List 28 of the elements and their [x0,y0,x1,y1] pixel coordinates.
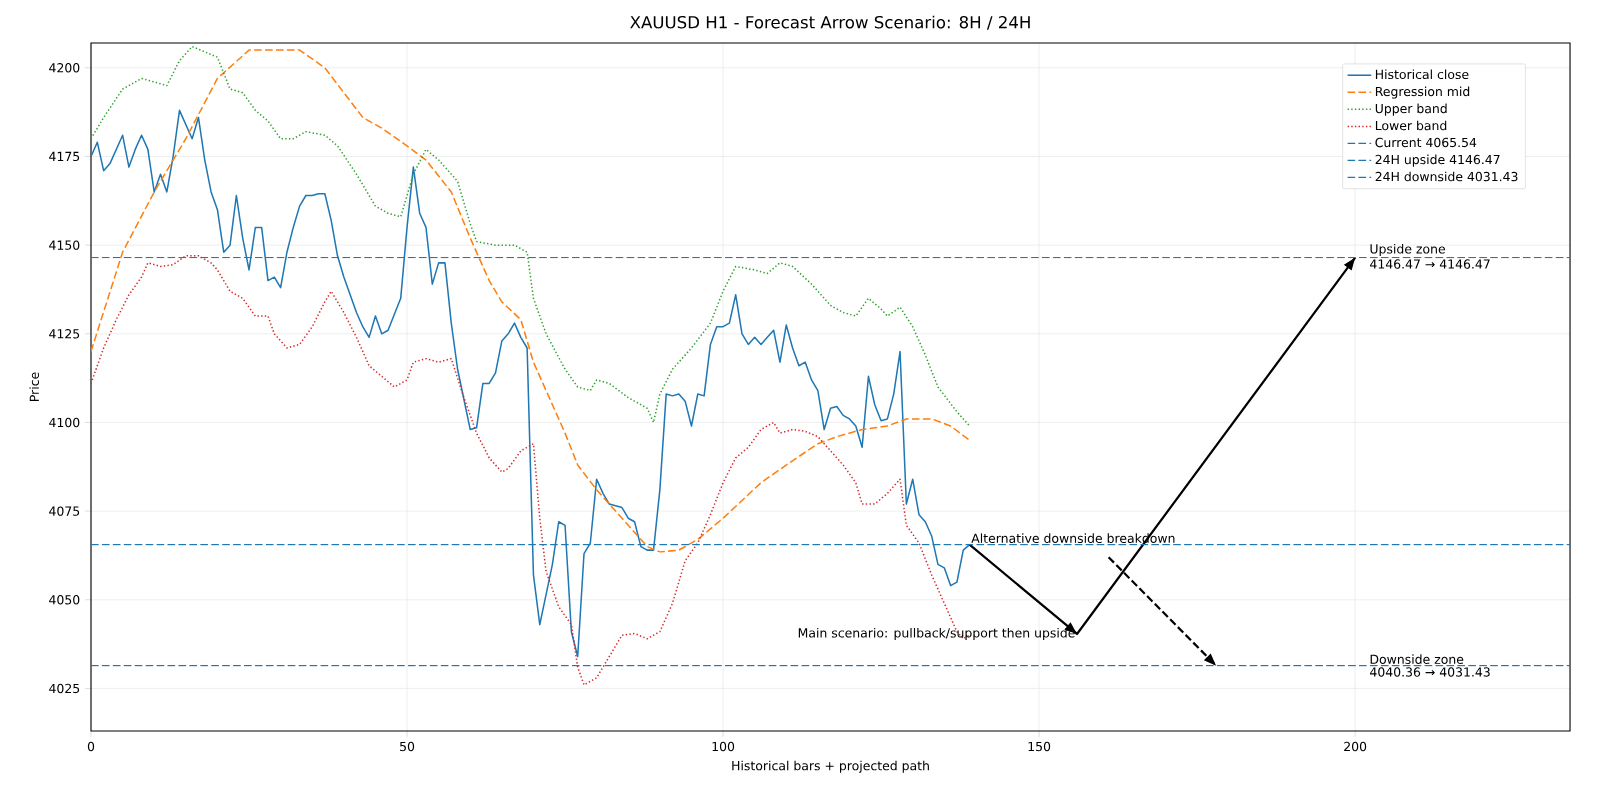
y-tick-label: 4150 [49,240,80,250]
x-axis-title: Historical bars + projected path [732,760,929,773]
x-tick-label: 100 [712,741,735,752]
annotation: 4146.47 → 4146.47 [1370,259,1490,269]
annotation: 4040.36 → 4031.43 [1370,667,1490,677]
y-tick-label: 4125 [49,329,80,339]
y-tick-label: 4025 [49,683,80,694]
x-tick-label: 50 [400,741,415,752]
annotation: Downside zone [1370,654,1464,664]
legend-label: Lower band [1375,120,1447,131]
legend-label: Current 4065.54 [1375,137,1477,148]
y-tick-label: 4175 [49,151,80,162]
legend-label: Upper band [1375,103,1447,116]
legend-label: 24H downside 4031.43 [1375,171,1518,182]
line-series [91,45,971,427]
legend-label: Regression mid [1375,86,1470,99]
x-tick-label: 0 [87,741,95,752]
y-tick-label: 4200 [49,63,80,73]
legend-label: 24H upside 4146.47 [1375,154,1500,167]
y-tick-label: 4100 [49,417,80,428]
y-axis-title: Price [29,372,40,401]
x-tick-label: 150 [1028,741,1051,752]
legend-label: Historical close [1375,69,1469,80]
annotation: Upside zone [1370,243,1445,256]
y-tick-label: 4075 [49,506,80,516]
x-tick-label: 200 [1344,741,1367,752]
chart-title: XAUUSD H1 - Forecast Arrow Scenario: 8H / 24H [630,15,1030,30]
y-tick-label: 4050 [49,595,80,605]
